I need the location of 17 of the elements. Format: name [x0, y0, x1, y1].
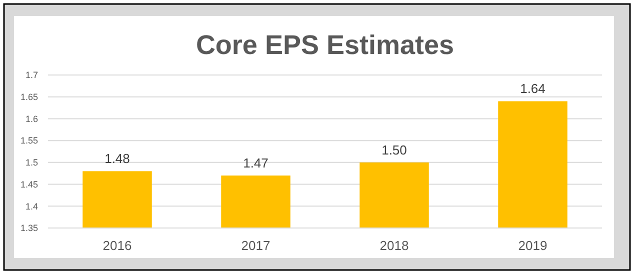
data-label: 1.48 [104, 151, 130, 166]
y-tick-label: 1.45 [20, 179, 38, 190]
data-label: 1.47 [243, 156, 268, 171]
y-tick-label: 1.6 [25, 114, 38, 124]
x-tick-label: 2018 [380, 238, 409, 253]
y-tick-label: 1.5 [25, 158, 38, 168]
chart-title: Core EPS Estimates [196, 30, 454, 60]
data-label: 1.64 [520, 81, 546, 96]
y-tick-label: 1.65 [20, 92, 38, 102]
y-tick-label: 1.4 [25, 201, 38, 212]
y-tick-label: 1.7 [25, 70, 38, 80]
data-label: 1.50 [382, 142, 407, 158]
x-tick-label: 2017 [241, 238, 270, 253]
x-tick-label: 2016 [102, 238, 132, 253]
x-tick-label: 2019 [518, 238, 548, 253]
y-tick-label: 1.55 [20, 136, 38, 146]
y-tick-label: 1.35 [20, 223, 38, 234]
